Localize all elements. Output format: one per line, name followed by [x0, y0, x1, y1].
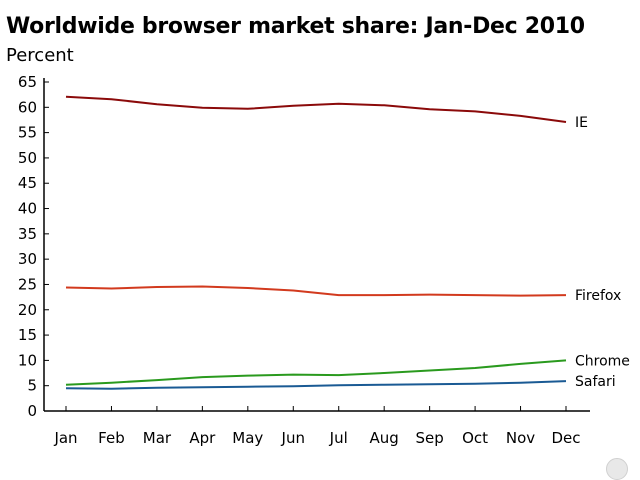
series-label-ie: IE — [575, 115, 588, 131]
x-tick-label: Aug — [370, 429, 399, 447]
x-tick-label: Jan — [53, 429, 77, 447]
series-line-ie — [65, 95, 567, 123]
y-tick-label: 45 — [18, 174, 37, 192]
series-label-firefox: Firefox — [575, 288, 621, 304]
x-ticks: Jan Feb Mar Apr May Jun Jul Aug Sep Oct Nov Dec — [53, 406, 581, 447]
y-tick-label: 30 — [18, 250, 37, 268]
y-tick-label: 55 — [18, 124, 37, 142]
y-tick-label: 50 — [18, 149, 37, 167]
y-tick-label: 25 — [18, 275, 37, 293]
x-tick-label: Feb — [98, 429, 125, 447]
chart-title: Worldwide browser market share: Jan-Dec … — [6, 14, 585, 39]
series-label-safari: Safari — [575, 374, 616, 390]
x-tick-label: Sep — [415, 429, 443, 447]
y-tick-label: 40 — [18, 200, 37, 218]
series-line-safari — [65, 380, 567, 390]
y-tick-label: 35 — [18, 225, 37, 243]
x-tick-label: Jul — [329, 429, 348, 447]
x-tick-label: Jun — [281, 429, 305, 447]
x-tick-label: May — [232, 429, 263, 447]
series-line-firefox — [65, 285, 567, 297]
y-tick-label: 20 — [18, 301, 37, 319]
y-tick-label: 65 — [18, 73, 37, 91]
series-lines — [65, 95, 567, 390]
x-tick-label: Apr — [189, 429, 216, 447]
y-tick-label: 10 — [18, 351, 37, 369]
y-tick-label: 5 — [27, 377, 37, 395]
x-tick-label: Nov — [506, 429, 535, 447]
series-label-chrome: Chrome — [575, 353, 630, 369]
y-ticks: 0 5 10 15 20 25 30 35 40 45 50 55 60 65 — [18, 73, 49, 420]
series-labels: IE Firefox Chrome Safari — [575, 115, 630, 390]
y-tick-label: 60 — [18, 98, 37, 116]
y-tick-label: 15 — [18, 326, 37, 344]
publisher-logo-icon — [606, 458, 628, 480]
y-tick-label: 0 — [27, 402, 37, 420]
axes — [43, 78, 590, 412]
series-line-chrome — [65, 359, 567, 386]
y-axis-label: Percent — [6, 45, 74, 66]
x-tick-label: Mar — [143, 429, 172, 447]
x-tick-label: Oct — [462, 429, 488, 447]
x-tick-label: Dec — [551, 429, 580, 447]
